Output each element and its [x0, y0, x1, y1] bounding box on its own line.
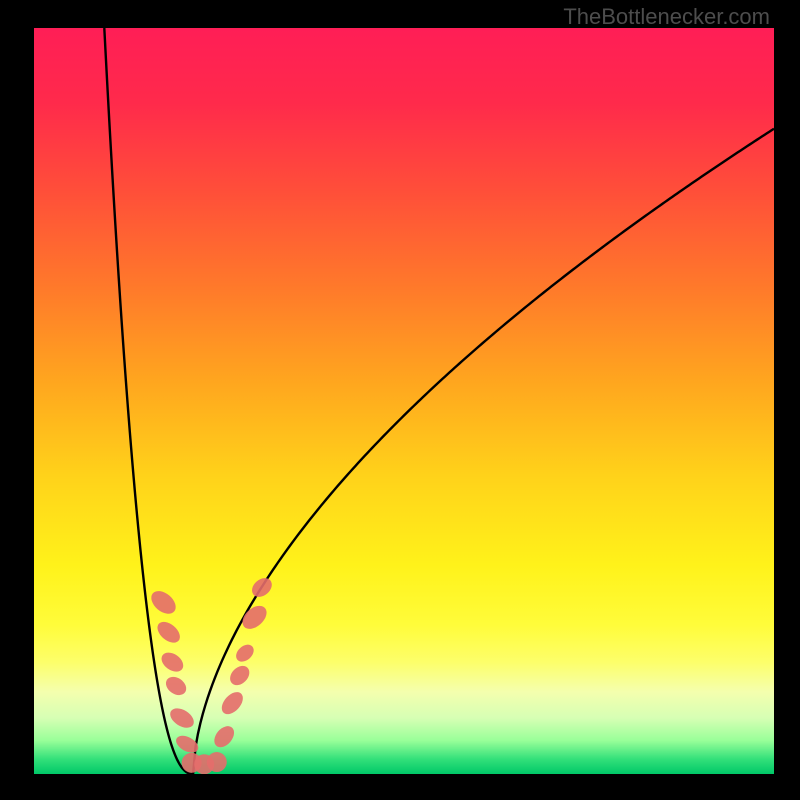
cluster-marker [233, 641, 257, 665]
cluster-marker [173, 732, 201, 756]
cluster-marker [210, 722, 238, 751]
cluster-marker [162, 673, 189, 699]
cluster-marker [154, 618, 184, 647]
cluster-marker [248, 574, 275, 600]
cluster-marker [218, 688, 247, 718]
cluster-marker [167, 704, 198, 731]
cluster-marker [238, 601, 271, 633]
cluster-marker [158, 649, 187, 676]
plot-area [34, 28, 774, 774]
cluster-marker [207, 752, 227, 772]
cluster-marker [226, 662, 253, 689]
marker-layer [34, 28, 774, 774]
watermark-text: TheBottlenecker.com [563, 4, 770, 30]
chart-frame: TheBottlenecker.com [0, 0, 800, 800]
cluster-marker [147, 587, 180, 619]
